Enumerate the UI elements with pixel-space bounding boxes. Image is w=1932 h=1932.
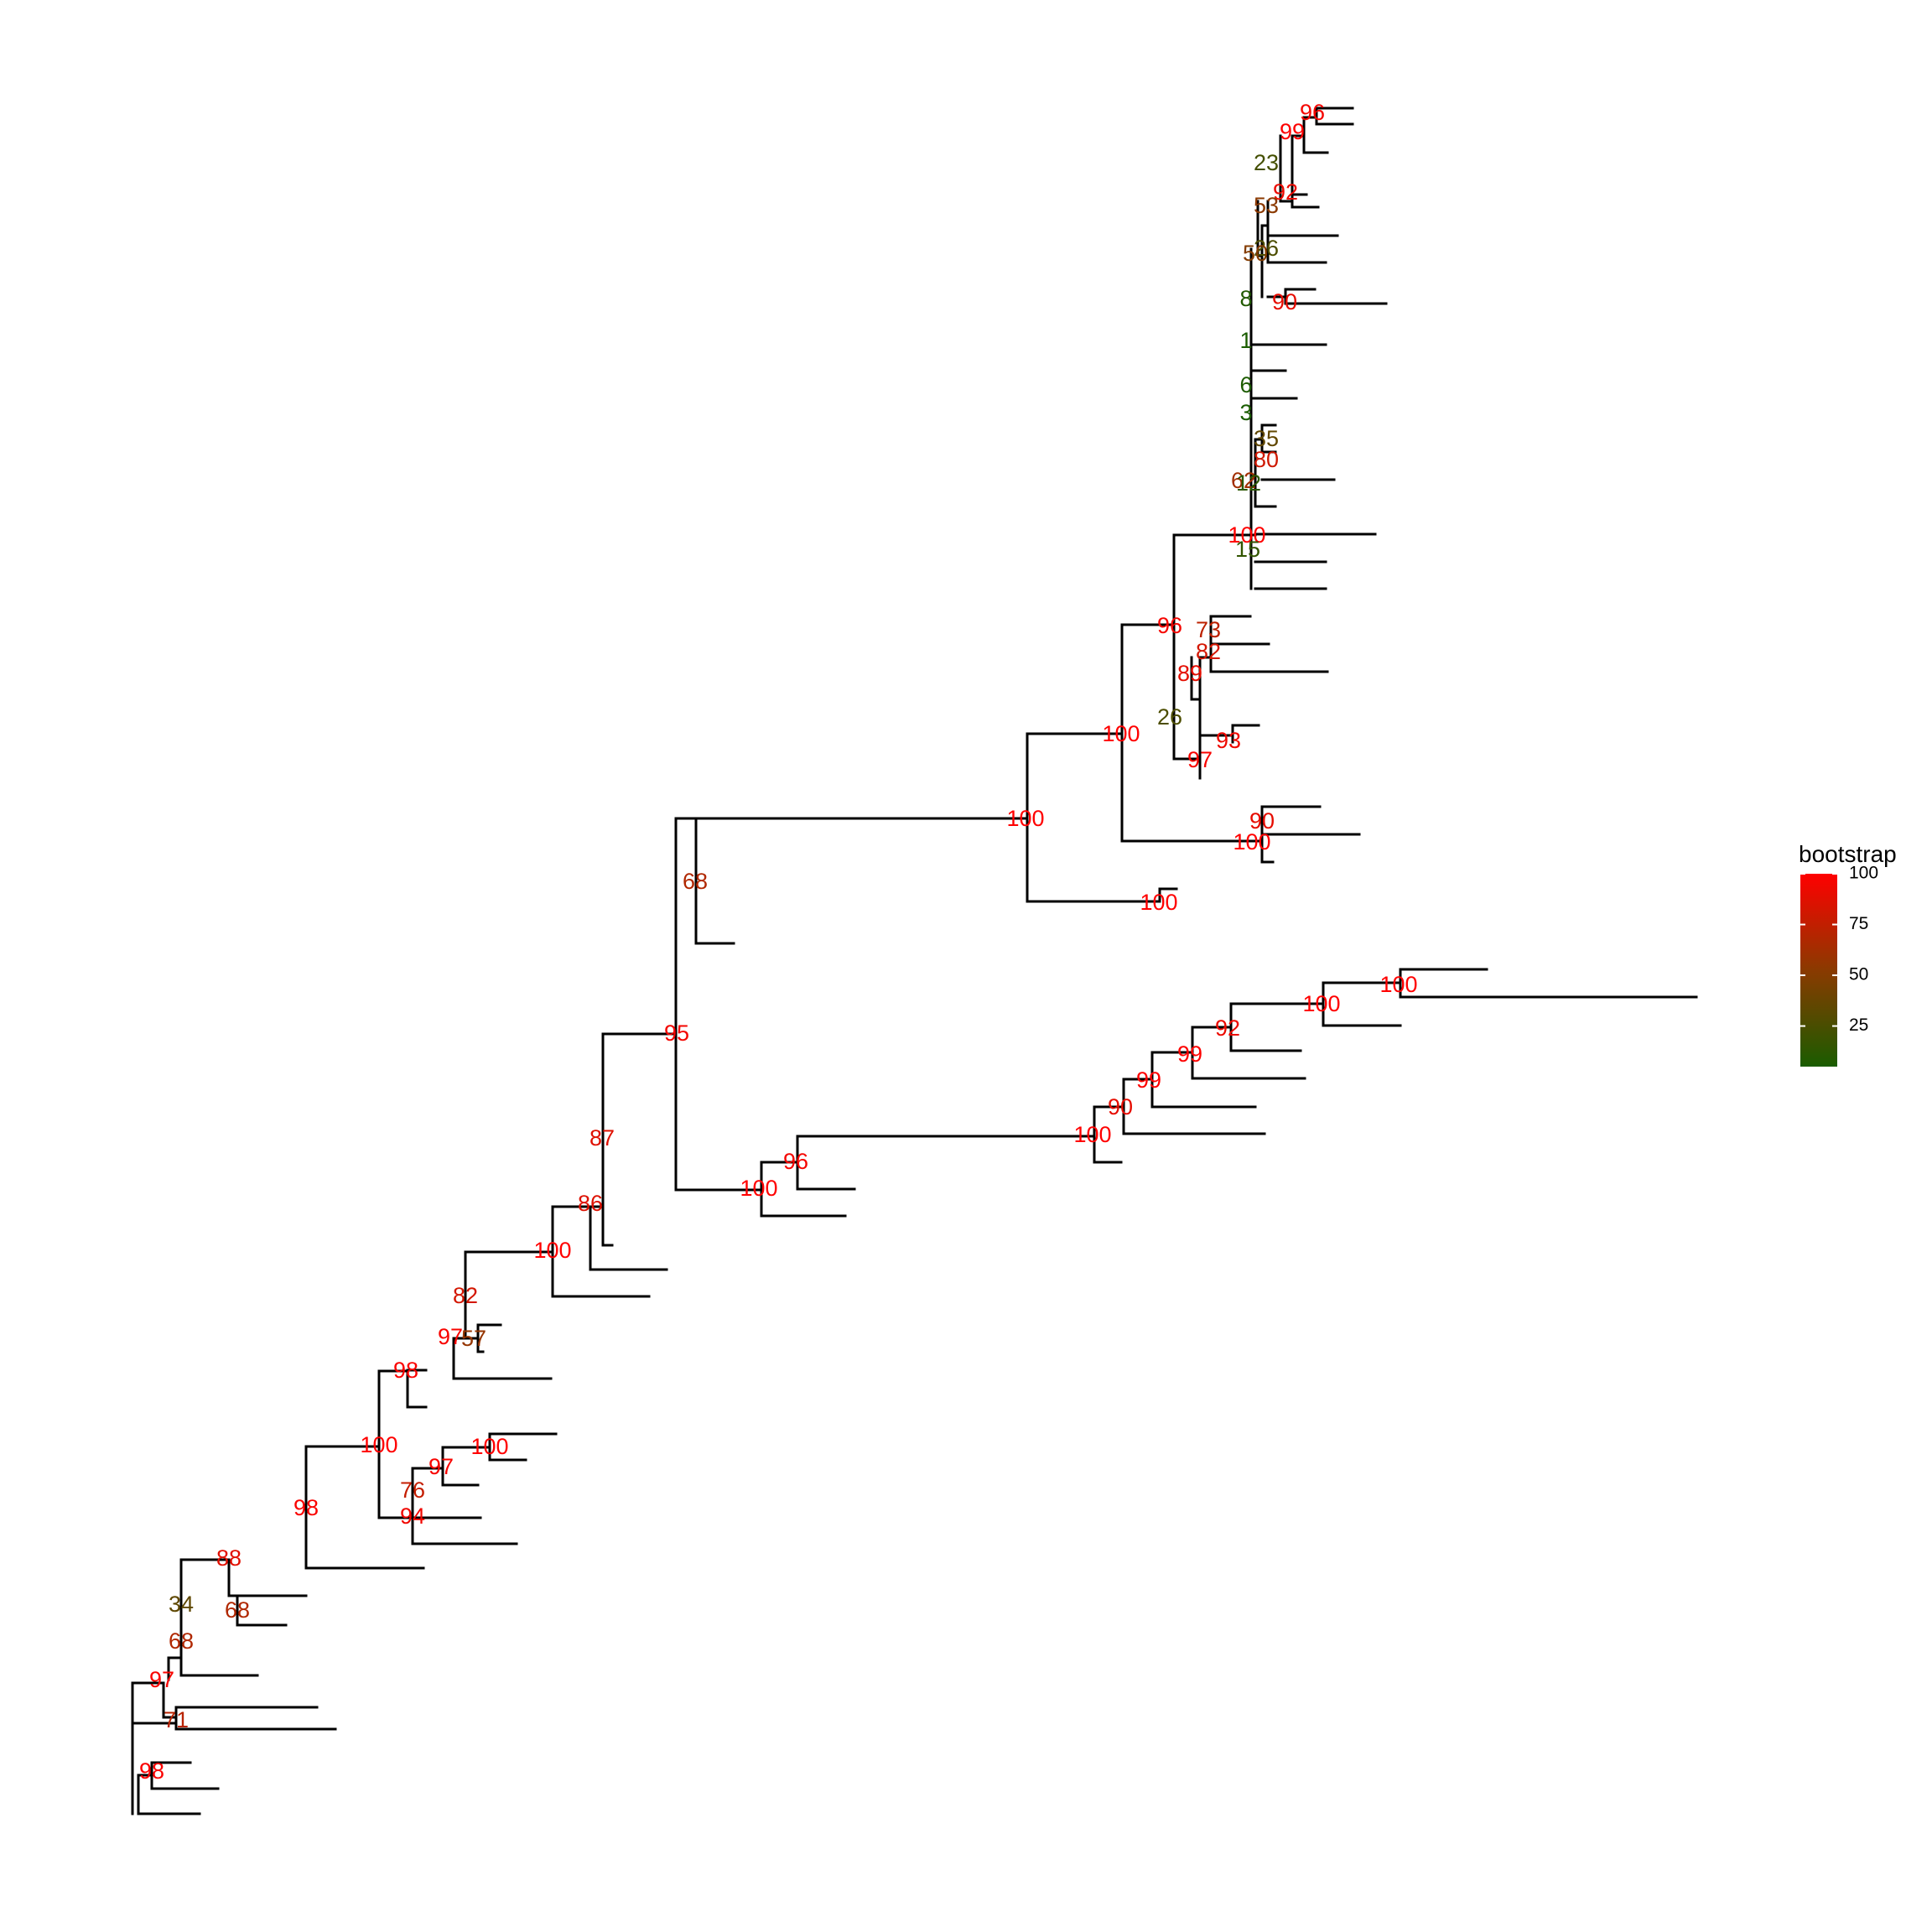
bootstrap-label: 95 [664, 1021, 689, 1046]
bootstrap-label: 97 [1187, 747, 1213, 772]
bootstrap-label: 100 [1006, 806, 1044, 831]
bootstrap-label: 34 [169, 1592, 194, 1617]
bootstrap-label: 12 [1236, 470, 1261, 496]
legend-title: bootstrap [1799, 841, 1897, 867]
bootstrap-label: 15 [1235, 537, 1260, 562]
bootstrap-label: 100 [1228, 522, 1265, 548]
bootstrap-label: 6 [1239, 372, 1252, 397]
bootstrap-label: 96 [783, 1149, 808, 1174]
bootstrap-label: 82 [453, 1283, 478, 1308]
bootstrap-label: 97 [438, 1324, 463, 1349]
bootstrap-label: 76 [400, 1478, 425, 1503]
bootstrap-label: 98 [293, 1495, 319, 1520]
bootstrap-label: 98 [393, 1358, 418, 1383]
bootstrap-label: 26 [1254, 236, 1279, 261]
bootstrap-label: 50 [1243, 241, 1268, 266]
bootstrap-label: 100 [740, 1176, 777, 1201]
legend-tick-label: 25 [1849, 1015, 1868, 1035]
bootstrap-label: 1 [1239, 328, 1252, 353]
bootstrap-label: 100 [1233, 829, 1270, 854]
bootstrap-legend: bootstrap 100 75 50 25 [1799, 841, 1897, 1067]
bootstrap-label: 90 [1108, 1094, 1133, 1119]
bootstrap-label: 97 [428, 1454, 454, 1479]
bootstrap-label: 100 [470, 1434, 508, 1459]
bootstrap-label: 80 [1254, 447, 1279, 472]
bootstrap-label: 96 [1300, 100, 1325, 125]
bootstrap-label: 68 [169, 1628, 194, 1654]
legend-tick-label: 100 [1849, 864, 1878, 883]
bootstrap-label: 98 [139, 1758, 164, 1784]
bootstrap-label: 53 [1254, 193, 1279, 218]
bootstrap-label: 90 [1249, 808, 1275, 834]
bootstrap-labels: 96 99 23 92 53 26 50 8 90 1 6 3 35 80 62… [139, 100, 1418, 1784]
bootstrap-label: 100 [1102, 721, 1140, 746]
bootstrap-label: 89 [1177, 661, 1202, 686]
legend-tick-label: 75 [1849, 914, 1868, 933]
bootstrap-label: 68 [683, 869, 708, 894]
bootstrap-label: 100 [360, 1432, 397, 1457]
bootstrap-label: 93 [1216, 728, 1241, 753]
bootstrap-label: 100 [533, 1238, 571, 1263]
legend-colorbar [1800, 874, 1837, 1067]
bootstrap-label: 82 [1196, 639, 1221, 664]
bootstrap-label: 99 [1280, 119, 1305, 144]
bootstrap-label: 99 [1136, 1067, 1161, 1093]
tree-branches [131, 106, 1698, 1815]
legend-tick-label: 50 [1849, 965, 1868, 984]
bootstrap-label: 57 [461, 1326, 486, 1351]
legend-ticks: 100 75 50 25 [1800, 864, 1878, 1035]
bootstrap-label: 92 [1273, 179, 1298, 205]
bootstrap-label: 23 [1254, 150, 1279, 175]
bootstrap-label: 94 [400, 1504, 425, 1529]
bootstrap-label: 96 [1157, 613, 1182, 638]
bootstrap-label: 99 [1177, 1041, 1202, 1067]
bootstrap-label: 92 [1215, 1015, 1240, 1041]
bootstrap-label: 100 [1073, 1122, 1111, 1147]
bootstrap-label: 100 [1302, 991, 1340, 1016]
bootstrap-label: 8 [1239, 286, 1252, 311]
bootstrap-label: 26 [1157, 704, 1182, 730]
bootstrap-label: 3 [1239, 400, 1252, 425]
bootstrap-label: 68 [225, 1597, 250, 1623]
bootstrap-label: 100 [1140, 890, 1177, 915]
bootstrap-label: 62 [1231, 468, 1256, 493]
bootstrap-label: 87 [589, 1125, 615, 1150]
bootstrap-label: 73 [1196, 617, 1221, 642]
bootstrap-label: 88 [216, 1545, 242, 1571]
bootstrap-label: 97 [149, 1667, 174, 1692]
bootstrap-label: 90 [1272, 289, 1297, 314]
bootstrap-label: 100 [1379, 972, 1417, 997]
bootstrap-label: 35 [1254, 426, 1279, 451]
bootstrap-label: 71 [164, 1707, 189, 1732]
bootstrap-label: 86 [578, 1191, 603, 1216]
